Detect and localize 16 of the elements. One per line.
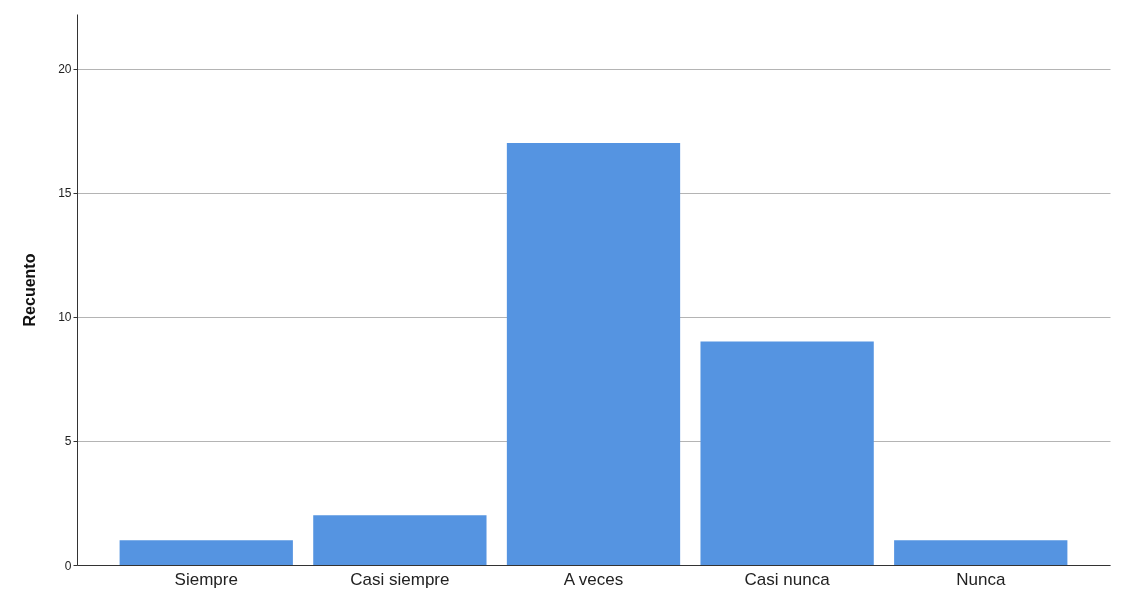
- bar: [506, 143, 681, 565]
- x-tick-label: Nunca: [956, 569, 1006, 589]
- x-tick-label: Casi siempre: [350, 569, 450, 589]
- y-tick-label: 20: [58, 62, 72, 77]
- x-tick-label: A veces: [563, 569, 624, 589]
- bar: [894, 540, 1068, 565]
- y-tick-label: 5: [64, 434, 72, 449]
- y-tick-label: 15: [58, 186, 72, 201]
- bar: [700, 341, 874, 565]
- y-tick-label: 0: [64, 558, 72, 573]
- bar: [119, 540, 293, 565]
- x-tick-label: Casi nunca: [744, 569, 831, 589]
- x-tick-label: Siempre: [174, 569, 238, 589]
- y-tick-label: 10: [58, 310, 72, 325]
- bar: [313, 515, 487, 565]
- y-axis-title: Recuento: [21, 253, 39, 327]
